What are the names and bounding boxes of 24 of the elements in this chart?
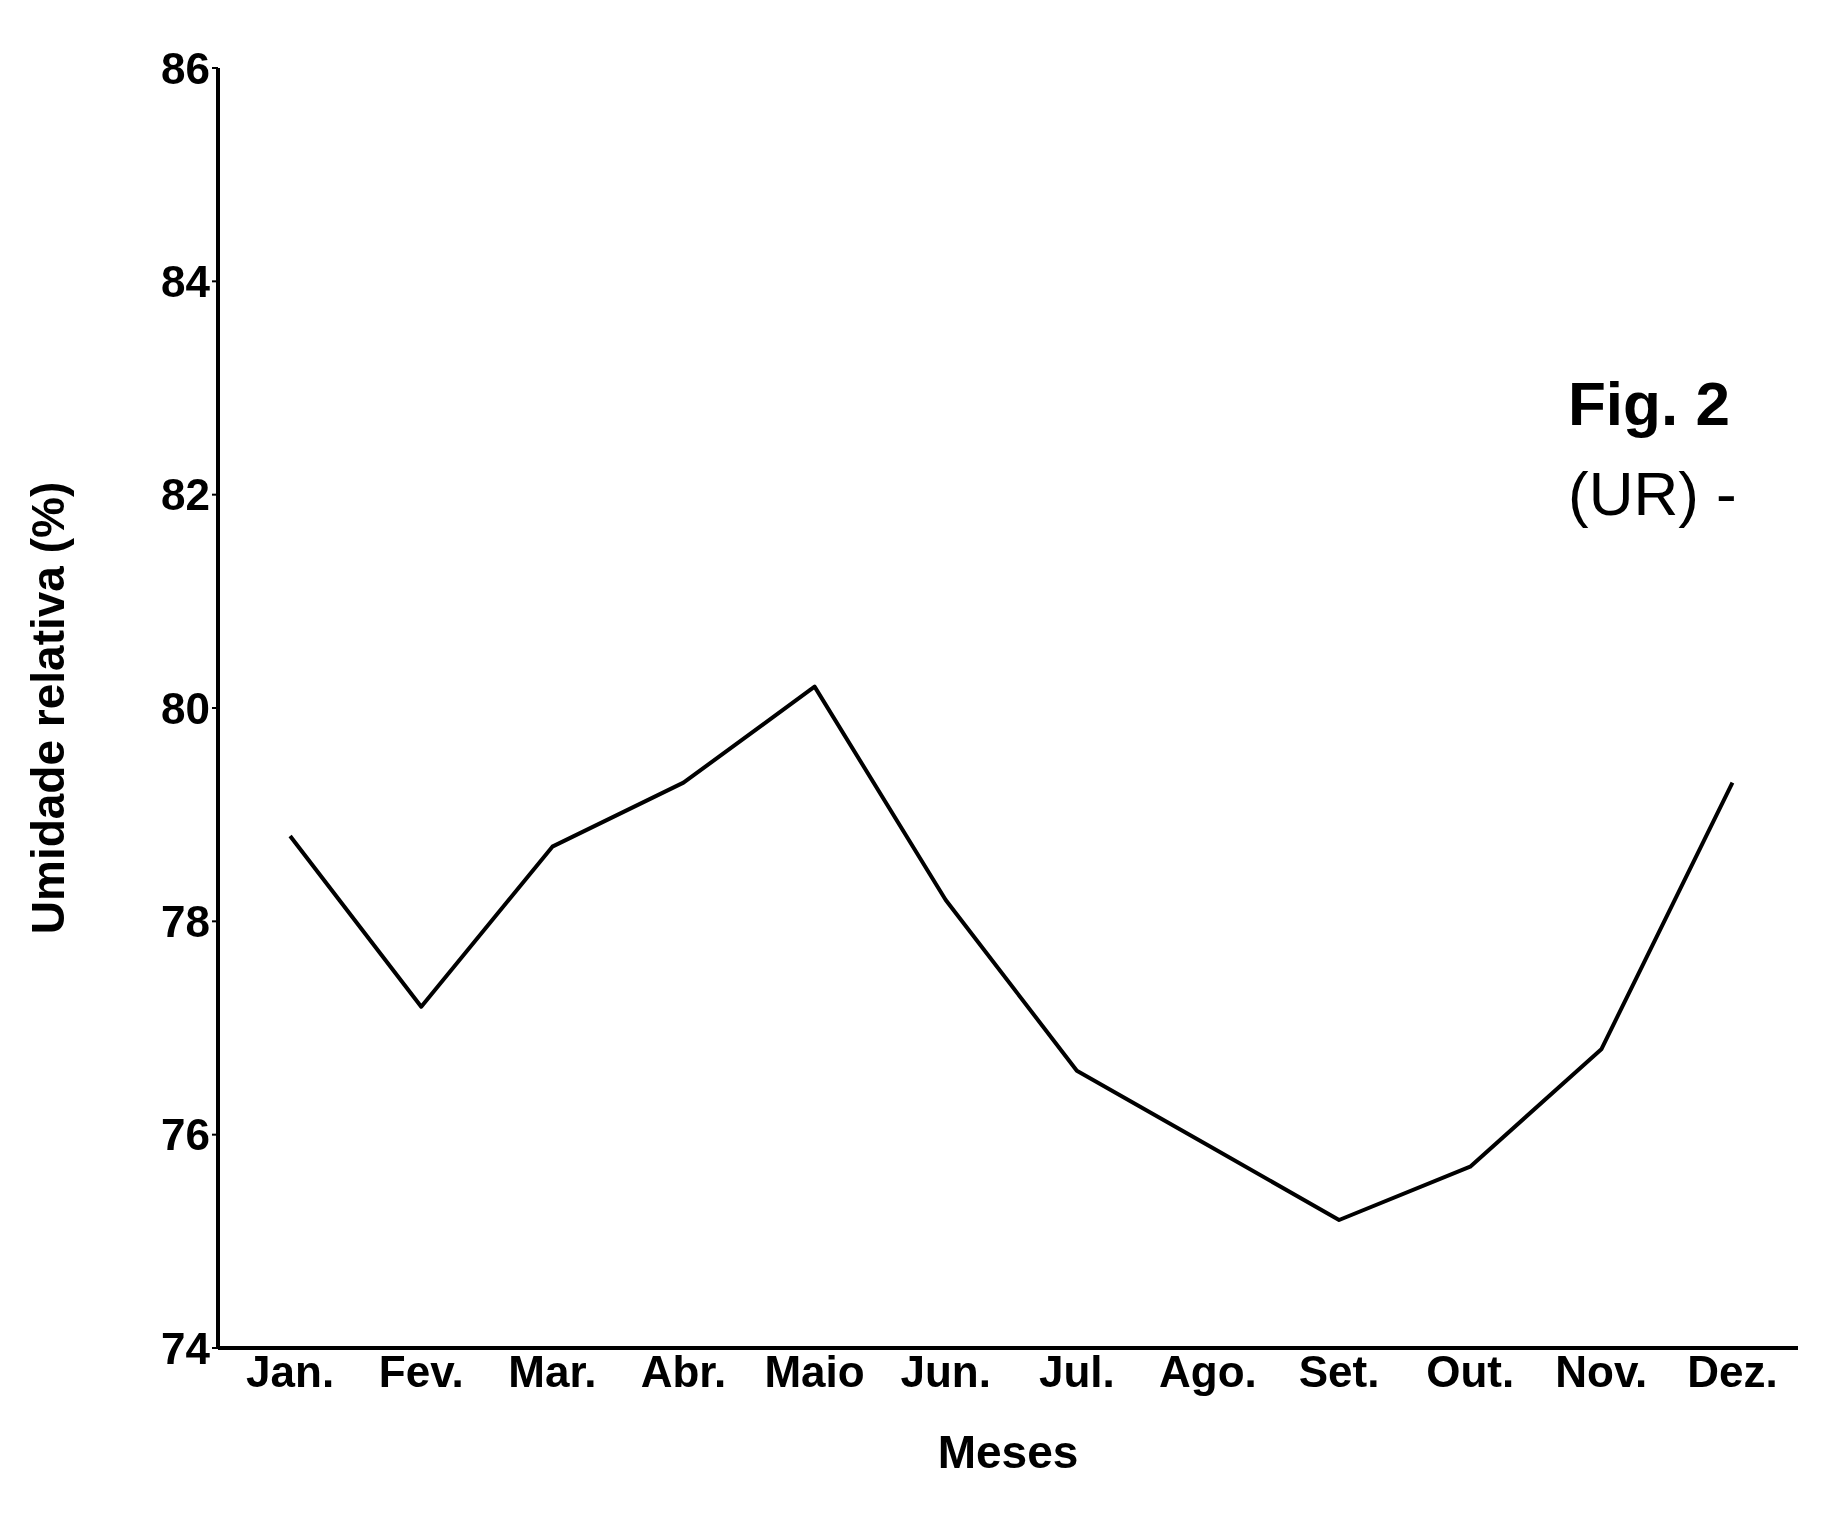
x-tick-label: Ago.: [1159, 1347, 1257, 1397]
x-tick-label: Nov.: [1555, 1347, 1648, 1397]
annotation: (UR) -: [1568, 458, 1737, 529]
y-tick-label: 86: [161, 43, 210, 93]
x-tick-label: Out.: [1426, 1347, 1515, 1397]
y-tick-label: 82: [161, 470, 210, 520]
y-tick-label: 76: [161, 1110, 210, 1160]
x-tick-label: Abr.: [640, 1347, 727, 1397]
x-axis-title: Meses: [937, 1426, 1079, 1478]
annotation: Fig. 2: [1568, 368, 1730, 439]
y-tick-label: 78: [161, 896, 210, 946]
y-tick-label: 74: [161, 1323, 211, 1373]
y-tick-label: 84: [161, 256, 211, 306]
x-tick-label: Jul.: [1038, 1347, 1115, 1397]
x-tick-label: Set.: [1298, 1347, 1380, 1397]
x-tick-label: Fev.: [378, 1347, 464, 1397]
y-tick-label: 80: [161, 683, 210, 733]
y-axis-title: Umidade relativa (%): [22, 481, 75, 935]
x-tick-label: Maio: [764, 1347, 865, 1397]
x-tick-label: Mar.: [508, 1347, 597, 1397]
line-series: [288, 684, 1735, 1222]
x-tick-label: Jan.: [246, 1347, 335, 1397]
x-tick-label: Dez.: [1687, 1347, 1778, 1397]
x-tick-label: Jun.: [900, 1347, 991, 1397]
